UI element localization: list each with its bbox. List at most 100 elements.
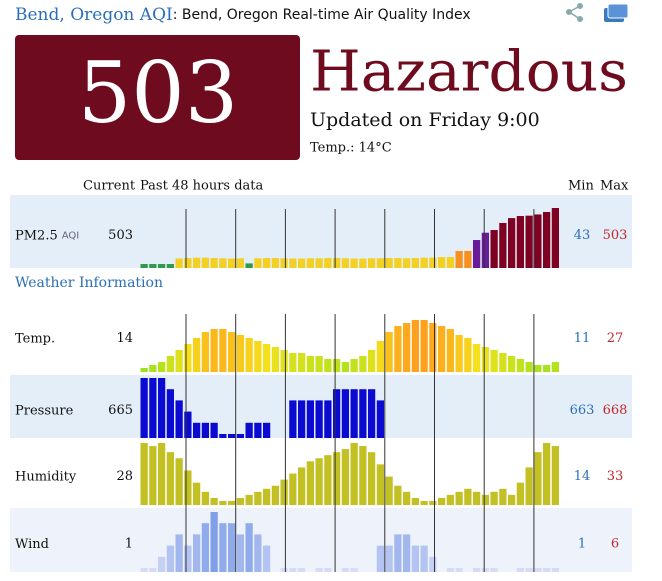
bar	[368, 452, 376, 505]
bar	[473, 344, 481, 372]
row-current: 665	[108, 403, 133, 418]
bar	[429, 501, 437, 505]
bar	[481, 347, 489, 372]
bar	[508, 494, 516, 505]
bar	[438, 326, 446, 372]
header-text: Bend, Oregon AQI: Bend, Oregon Real-time…	[15, 5, 471, 25]
bar	[341, 362, 349, 372]
bar	[525, 215, 533, 268]
bar	[490, 350, 498, 372]
bar	[324, 400, 332, 438]
bar	[403, 491, 411, 505]
window-icon[interactable]	[604, 3, 629, 22]
bar	[298, 568, 306, 572]
bar	[359, 356, 367, 372]
bar	[210, 329, 218, 372]
bar	[508, 356, 516, 372]
bar	[490, 491, 498, 505]
bar	[158, 362, 166, 372]
bar	[534, 568, 542, 572]
bar	[473, 491, 481, 505]
bar	[411, 497, 419, 505]
row-name: Wind	[15, 537, 49, 552]
bar	[551, 208, 559, 268]
bar	[525, 362, 533, 372]
bar	[420, 545, 428, 572]
past-header: Past 48 hours data	[140, 179, 264, 194]
bar	[184, 470, 192, 505]
bar	[333, 389, 341, 438]
bar	[306, 400, 314, 438]
bar	[175, 400, 183, 438]
bar	[149, 264, 157, 268]
bar	[201, 257, 209, 268]
bar	[271, 258, 279, 268]
bar	[236, 434, 244, 438]
bar	[473, 240, 481, 268]
bar	[158, 378, 166, 438]
bar	[289, 473, 297, 505]
bar	[175, 458, 183, 505]
row-max: 27	[607, 331, 624, 346]
row-label: Pressure	[15, 403, 74, 418]
bar	[166, 264, 174, 268]
bar	[490, 568, 498, 572]
bar	[376, 545, 384, 572]
bar	[394, 258, 402, 268]
row-min: 43	[574, 228, 591, 243]
bar	[411, 545, 419, 572]
share-icon[interactable]	[566, 3, 583, 22]
bar	[166, 356, 174, 372]
max-header: Max	[600, 179, 629, 194]
bar	[481, 568, 489, 572]
bar	[210, 258, 218, 268]
bar	[350, 258, 358, 268]
bar	[341, 449, 349, 505]
bar	[306, 461, 314, 505]
bar	[324, 359, 332, 372]
bar	[368, 350, 376, 372]
bar	[359, 258, 367, 268]
bar	[219, 258, 227, 268]
bar	[306, 356, 314, 372]
row-max: 33	[607, 469, 624, 484]
bar	[429, 323, 437, 372]
bar	[376, 341, 384, 372]
row-current: 1	[125, 537, 133, 552]
bar	[184, 411, 192, 438]
bar	[228, 332, 236, 372]
bar	[298, 258, 306, 268]
bar	[499, 353, 507, 372]
bar	[193, 257, 201, 268]
bar	[184, 258, 192, 268]
aqi-box	[15, 35, 300, 160]
bar	[289, 568, 297, 572]
bar	[446, 329, 454, 372]
bar	[193, 482, 201, 505]
row-min: 11	[574, 331, 591, 346]
bar	[359, 389, 367, 438]
bar	[280, 568, 288, 572]
bar	[306, 258, 314, 268]
bar	[376, 464, 384, 505]
bar	[376, 400, 384, 438]
bar	[350, 359, 358, 372]
bar	[236, 497, 244, 505]
status: Hazardous	[310, 40, 628, 105]
bar	[236, 335, 244, 372]
title-link[interactable]: Bend, Oregon AQI	[15, 5, 173, 25]
bar	[315, 400, 323, 438]
bar	[420, 257, 428, 268]
bar	[140, 443, 148, 505]
bar	[446, 257, 454, 268]
row-min: 1	[578, 537, 586, 552]
row-max: 6	[611, 537, 619, 552]
bar	[245, 338, 253, 372]
bar	[543, 365, 551, 372]
bar	[254, 422, 262, 438]
bar	[464, 250, 472, 268]
min-header: Min	[568, 179, 594, 194]
bar	[350, 443, 358, 505]
bar	[429, 257, 437, 268]
row-max: 668	[603, 403, 628, 418]
